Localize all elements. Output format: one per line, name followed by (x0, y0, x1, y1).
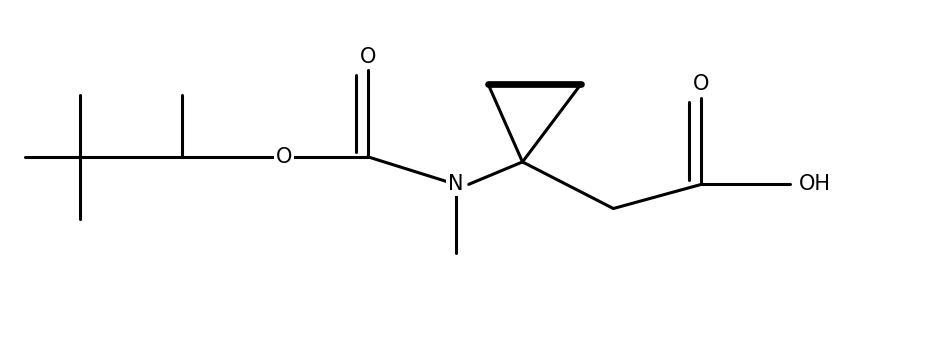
Text: OH: OH (799, 174, 830, 194)
Text: N: N (448, 174, 463, 194)
Text: O: O (276, 147, 292, 167)
Text: O: O (693, 74, 710, 94)
Text: O: O (360, 47, 376, 66)
